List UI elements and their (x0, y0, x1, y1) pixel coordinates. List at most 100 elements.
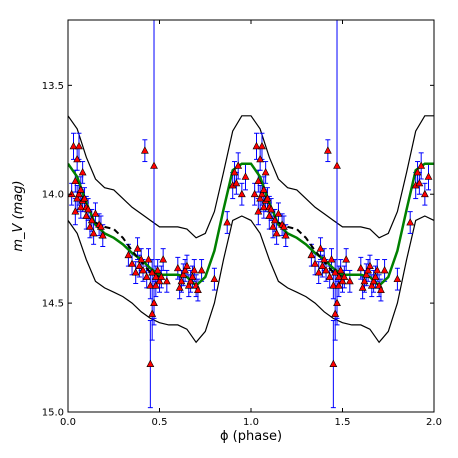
data-point (133, 244, 142, 252)
data-point (272, 228, 281, 237)
data-point (280, 222, 288, 230)
data-point (323, 146, 332, 154)
data-point (76, 202, 85, 211)
data-point (360, 276, 369, 285)
data-point (80, 194, 89, 202)
data-point (159, 255, 168, 263)
dashed-fit-line-2 (277, 221, 343, 278)
data-point (413, 168, 422, 176)
data-point (155, 276, 164, 285)
data-point (424, 172, 433, 180)
envelope-layer (68, 115, 434, 344)
data-point (318, 261, 327, 269)
data-point (254, 207, 263, 215)
data-point (71, 176, 80, 185)
data-point (322, 266, 330, 274)
data-point (71, 207, 80, 215)
data-point (98, 231, 107, 239)
data-point (369, 276, 378, 285)
data-point (151, 272, 160, 280)
data-point (329, 281, 338, 289)
data-point (139, 266, 147, 274)
y-tick-label: 14.0 (42, 190, 64, 201)
data-point (144, 255, 153, 263)
x-tick-label: 1.0 (243, 417, 259, 428)
data-point (150, 161, 158, 169)
dashed-fit-line-1 (95, 221, 160, 278)
data-point (342, 255, 351, 263)
data-point (148, 268, 157, 276)
y-tick-label: 14.5 (42, 299, 64, 310)
data-point (194, 285, 202, 293)
data-point (314, 268, 323, 276)
data-point (140, 146, 149, 154)
data-point (89, 228, 98, 237)
data-point (406, 218, 415, 226)
data-point (334, 281, 343, 289)
data-point (135, 261, 144, 269)
data-point (331, 268, 340, 276)
data-point (377, 285, 385, 293)
data-point (269, 222, 277, 230)
x-tick-label: 2.0 (426, 417, 442, 428)
data-point (331, 309, 340, 317)
y-tick-label: 13.5 (42, 81, 64, 92)
data-point (97, 222, 105, 230)
data-point (210, 274, 219, 283)
data-point (162, 276, 171, 285)
data-point (188, 272, 197, 280)
data-point (175, 283, 184, 291)
data-point (181, 266, 190, 274)
data-point-layer (68, 141, 433, 367)
data-point (82, 211, 91, 219)
data-point (150, 298, 158, 307)
data-point (263, 194, 272, 202)
data-point (333, 161, 341, 169)
data-point (334, 272, 343, 280)
data-point (336, 266, 345, 274)
data-point (237, 189, 246, 198)
data-point (320, 255, 329, 263)
data-point (76, 185, 85, 193)
x-tick-label: 1.5 (335, 417, 351, 428)
data-point (146, 359, 155, 367)
data-point (73, 154, 82, 163)
data-point (223, 218, 232, 226)
data-point (73, 194, 82, 202)
data-point (274, 209, 283, 217)
data-point (364, 266, 373, 274)
data-point (362, 270, 371, 278)
tick-layer: 0.0 0.5 1.0 1.5 2.0 13.5 14.0 14.5 15.0 (42, 20, 442, 428)
data-point (157, 272, 166, 280)
data-point (91, 209, 100, 217)
data-point (307, 250, 316, 259)
data-point (68, 189, 76, 198)
data-point (241, 172, 250, 180)
data-point (197, 266, 206, 274)
data-point (131, 268, 140, 276)
data-point (371, 272, 380, 280)
y-tick-label: 15.0 (42, 408, 64, 419)
data-point (345, 276, 354, 285)
data-point (259, 185, 268, 193)
data-point (151, 281, 160, 289)
data-point (329, 359, 338, 367)
data-point (84, 205, 93, 213)
data-point (367, 281, 376, 289)
data-point (86, 222, 94, 230)
data-point (393, 274, 402, 283)
data-point (184, 281, 193, 289)
data-point (267, 205, 276, 213)
data-point (417, 161, 426, 169)
data-point (142, 272, 151, 280)
data-point (148, 309, 157, 317)
data-point (190, 266, 199, 274)
data-point (316, 244, 325, 252)
data-point (137, 255, 146, 263)
data-point (325, 272, 334, 280)
data-point (173, 263, 182, 272)
data-point (261, 168, 270, 176)
y-axis-label: m_V (mag) (11, 180, 26, 251)
data-point (259, 202, 268, 211)
